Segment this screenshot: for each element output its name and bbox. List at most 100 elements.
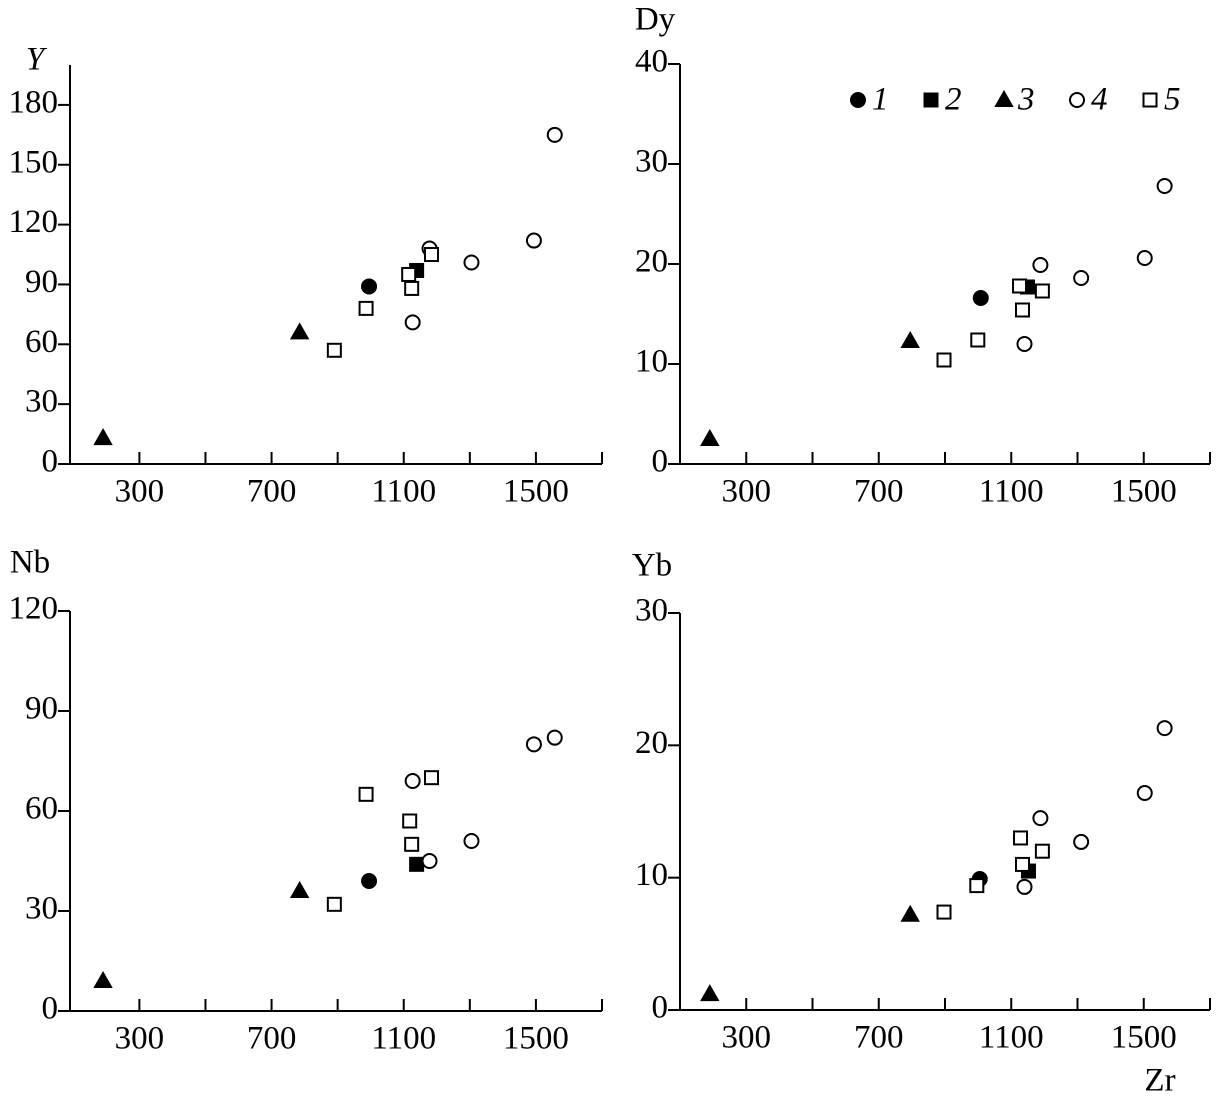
data-point [525,736,542,753]
data-point [421,853,438,869]
data-point [361,873,378,889]
data-point [936,904,952,920]
data-point [972,290,989,306]
data-point [700,984,720,1002]
y-tick-label: 40 [635,44,668,80]
legend-label: 1 [872,82,889,118]
data-point [1016,336,1033,352]
x-tick-label: 1500 [503,474,569,510]
data-point [404,280,420,296]
data-point [1013,830,1029,846]
y-tick-label: 10 [635,857,668,893]
data-point [423,247,439,263]
data-point [1073,270,1090,286]
x-tick-label: 1100 [979,474,1044,510]
y-tick-label: 30 [25,384,58,420]
y-axis-label: Nb [10,545,50,581]
y-tick-label: 120 [9,591,59,627]
data-point [1032,810,1049,827]
x-tick-label: 300 [722,474,772,510]
x-tick-label: 1100 [979,1020,1044,1056]
legend-label: 3 [1017,82,1035,118]
data-point [402,813,418,829]
y-tick-label: 90 [25,691,58,727]
legend-label: 4 [1091,82,1108,118]
data-point [936,352,952,368]
data-point [409,856,425,872]
x-tick-label: 700 [854,1020,904,1056]
data-point [1073,833,1090,850]
data-point [463,254,480,271]
x-tick-label: 1500 [1111,1020,1177,1056]
y-tick-label: 60 [25,791,58,827]
data-point [93,428,113,446]
y-axis-label: Y [26,42,48,78]
data-point [289,322,310,340]
y-tick-label: 90 [25,264,58,300]
data-point [525,232,542,249]
legend-marker [994,89,1014,107]
legend-marker [850,92,866,108]
y-tick-label: 0 [42,444,59,480]
x-tick-label: 300 [115,474,165,510]
y-tick-label: 30 [635,593,668,629]
y-tick-label: 0 [652,444,669,480]
x-tick-label: 300 [722,1020,772,1056]
data-point [463,833,480,849]
y-tick-label: 120 [9,204,59,240]
y-tick-label: 30 [25,891,58,927]
data-point [1034,283,1050,299]
x-axis-label: Zr [1144,1063,1175,1099]
data-point [546,126,563,143]
data-point [1156,178,1173,194]
legend-marker [923,92,939,108]
x-tick-label: 1500 [503,1021,569,1057]
data-point [1015,302,1031,318]
data-point [404,836,420,852]
legend-marker [1069,92,1085,108]
legend-label: 5 [1164,82,1181,118]
data-point [900,904,920,922]
x-tick-label: 1100 [371,1021,436,1057]
y-tick-label: 0 [42,991,59,1027]
x-tick-label: 1500 [1111,474,1177,510]
x-tick-label: 300 [115,1021,165,1057]
x-tick-label: 700 [247,1021,297,1057]
data-point [900,330,920,348]
data-point [289,880,310,898]
y-tick-label: 150 [9,144,59,180]
y-tick-label: 0 [652,990,669,1026]
legend-label: 2 [945,82,962,118]
data-point [361,278,378,295]
data-point [358,786,374,802]
y-tick-label: 20 [635,244,668,280]
data-point [1034,843,1050,859]
y-tick-label: 30 [635,144,668,180]
data-point [1012,278,1028,294]
data-point [423,770,439,786]
y-tick-label: 60 [25,324,58,360]
data-point [1016,878,1033,895]
data-point [970,332,986,348]
data-point [404,314,421,331]
data-point [969,878,985,894]
data-point [546,729,563,746]
data-point [358,300,374,316]
y-tick-label: 180 [9,84,59,120]
y-tick-label: 20 [635,725,668,761]
data-point [1136,250,1153,266]
data-point [1136,784,1153,801]
y-axis-label: Dy [635,2,676,38]
data-point [1015,856,1031,872]
data-point [700,428,720,446]
x-tick-label: 700 [247,474,297,510]
data-point [326,896,342,912]
y-axis-label: Yb [632,548,672,584]
data-point [401,266,417,282]
x-tick-label: 1100 [371,474,436,510]
data-point [404,773,421,789]
data-point [1156,720,1173,737]
data-point [326,342,342,358]
data-point [93,970,113,988]
